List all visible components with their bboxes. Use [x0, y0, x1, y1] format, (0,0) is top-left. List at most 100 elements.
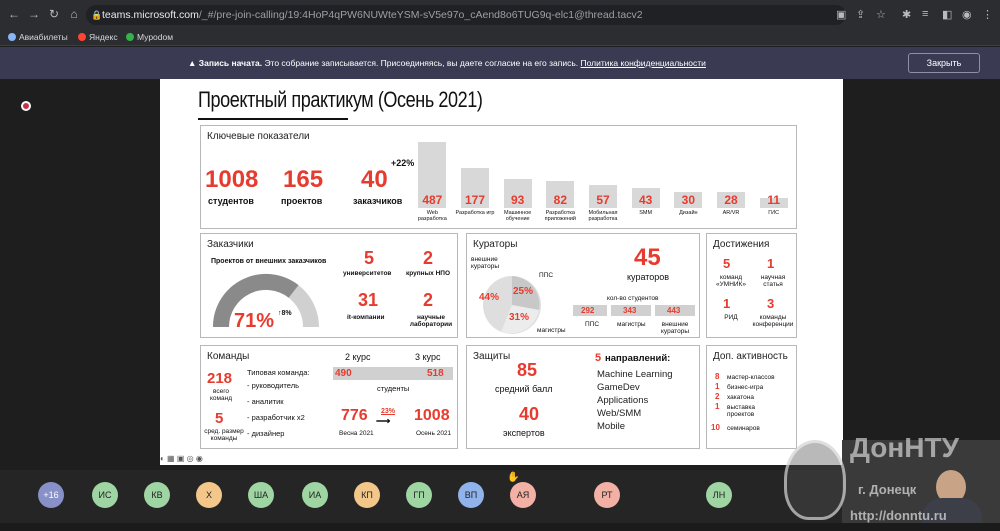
article-count: 1 — [767, 256, 775, 271]
recording-indicator-icon — [21, 101, 31, 111]
shared-slide: Проектный практикум (Осень 2021) Ключевы… — [160, 79, 843, 465]
hackathon-label: хакатона — [727, 394, 754, 401]
participant-avatar-7[interactable]: ГП — [406, 482, 432, 508]
gauge-percent: 71% — [234, 310, 275, 332]
clients-growth: +22% — [391, 158, 415, 168]
participant-avatar-6[interactable]: КП — [354, 482, 380, 508]
achievements-header: Достижения — [713, 239, 770, 250]
key-metrics-header: Ключевые показатели — [207, 131, 310, 142]
spring-count: 776 — [341, 407, 368, 424]
autumn-count: 1008 — [414, 407, 450, 424]
exhibition-label: выставка проектов — [727, 404, 755, 418]
banner-message: Это собрание записывается. Присоединяясь… — [262, 58, 581, 68]
defense-panel: Защиты 85 средний балл 40 экспертов 5 на… — [466, 345, 700, 449]
participant-avatar-0[interactable]: +16 — [38, 482, 64, 508]
bookmark-muzofond[interactable]: Муроdом — [126, 32, 173, 42]
banner-bold: Запись начата. — [198, 58, 263, 68]
warning-icon: ▲ — [188, 58, 199, 68]
participant-avatar-3[interactable]: Х — [196, 482, 222, 508]
autumn-label: Осень 2021 — [416, 430, 452, 437]
curators-header: Кураторы — [473, 239, 518, 250]
bar-8 — [759, 198, 788, 208]
sidepanel-icon[interactable]: ◧ — [942, 9, 953, 21]
bookmark-yandex[interactable]: Яндекс — [78, 32, 118, 42]
teams-total: 218 — [207, 370, 233, 387]
bar-label-4: Мобильная разработка — [588, 210, 618, 222]
hackathon-count: 2 — [715, 392, 720, 401]
masterclass-count: 8 — [715, 372, 720, 381]
direction-ml: Machine Learning — [597, 369, 673, 380]
bar-value-3: 82 — [553, 193, 567, 207]
home-icon[interactable]: ⌂ — [70, 7, 78, 21]
participant-avatar-10[interactable]: РТ — [594, 482, 620, 508]
students-label: студентов — [208, 196, 254, 206]
seminar-count: 10 — [711, 423, 720, 432]
curator-bar-external — [655, 305, 695, 316]
forward-icon[interactable]: → — [28, 7, 40, 21]
curator-bar-masters — [611, 305, 651, 316]
reading-list-icon[interactable]: ≡ — [922, 8, 929, 20]
privacy-link[interactable]: Политика конфиденциальности — [580, 58, 706, 68]
participant-avatar-2[interactable]: КВ — [144, 482, 170, 508]
curator-label-masters: магистры — [617, 321, 646, 328]
direction-mobile: Mobile — [597, 421, 625, 432]
bar-label-2: Машинное обучение — [503, 210, 532, 222]
extensions-icon[interactable]: ✱ — [902, 9, 912, 21]
role-developer: - разработчик х2 — [247, 413, 305, 422]
address-bar[interactable]: 🔒 teams.microsoft.com/_#/pre-join-callin… — [86, 5, 846, 25]
curators-panel: Кураторы внешние кураторы 44% 25% 31% ПП… — [466, 233, 700, 338]
business-game-count: 1 — [715, 382, 720, 391]
labs-count: 2 — [423, 290, 434, 310]
students-split-bar — [333, 367, 453, 380]
camera-icon[interactable]: ▣ — [836, 9, 847, 21]
students-split-label: студенты — [377, 384, 410, 393]
curators-count: 45 — [634, 244, 661, 271]
bar-value-2: 93 — [510, 193, 525, 207]
directions-label: направлений: — [605, 353, 671, 364]
bar-label-0: Web разработка — [417, 210, 447, 222]
bar-value-4: 57 — [596, 193, 610, 207]
bar-5 — [631, 188, 660, 208]
back-icon[interactable]: ← — [8, 7, 20, 21]
course2-count: 490 — [335, 368, 352, 379]
bar-value-7: 28 — [724, 193, 738, 207]
reload-icon[interactable]: ↻ — [48, 7, 60, 21]
curator-value-external: 443 — [667, 306, 681, 315]
defense-header: Защиты — [473, 351, 511, 362]
bookmark-aviabilety[interactable]: Авиабилеты — [8, 32, 68, 42]
presentation-controls[interactable]: ◐ ▦ ▣ ◎ ◉ — [160, 454, 203, 463]
participant-avatar-4[interactable]: ША — [248, 482, 274, 508]
curator-value-pps: 292 — [581, 306, 595, 315]
bar-7 — [717, 192, 745, 208]
recording-banner-text: ▲ Запись начата. Это собрание записывает… — [188, 58, 706, 68]
menu-icon[interactable]: ⋮ — [982, 9, 993, 21]
bar-4 — [589, 185, 617, 208]
masterclass-label: мастер-классов — [727, 374, 775, 381]
projects-count: 165 — [283, 166, 324, 193]
share-icon[interactable]: ⇪ — [856, 9, 866, 21]
clients-count: 40 — [361, 166, 388, 193]
profile-icon[interactable]: ◉ — [962, 9, 972, 21]
participant-avatar-1[interactable]: ИС — [92, 482, 118, 508]
students-count-label: кол-во студентов — [607, 295, 659, 302]
participant-avatar-9[interactable]: АЯ — [510, 482, 536, 508]
participant-avatar-5[interactable]: ИА — [302, 482, 328, 508]
it-count: 31 — [358, 290, 379, 310]
teams-total-label: всего команд — [210, 388, 232, 402]
labs-label: научные лаборатории — [409, 314, 453, 328]
clients-panel: Заказчики Проектов от внешних заказчиков… — [200, 233, 458, 338]
slide-title: Проектный практикум (Осень 2021) — [198, 87, 483, 112]
star-icon[interactable]: ☆ — [876, 9, 886, 21]
close-banner-button[interactable]: Закрыть — [908, 53, 980, 73]
curators-label: кураторов — [627, 272, 670, 282]
conference-count: 3 — [767, 296, 775, 311]
role-analyst: - аналитик — [247, 397, 284, 406]
participant-avatar-11[interactable]: ЛН — [706, 482, 732, 508]
participant-avatar-8[interactable]: ВП — [458, 482, 484, 508]
play-icon — [126, 33, 134, 41]
exhibition-count: 1 — [715, 402, 720, 411]
self-video-tile[interactable] — [842, 440, 1000, 531]
curator-value-masters: 343 — [623, 306, 637, 315]
extra-activity-header: Доп. активность — [713, 351, 788, 362]
globe-icon — [8, 33, 16, 41]
